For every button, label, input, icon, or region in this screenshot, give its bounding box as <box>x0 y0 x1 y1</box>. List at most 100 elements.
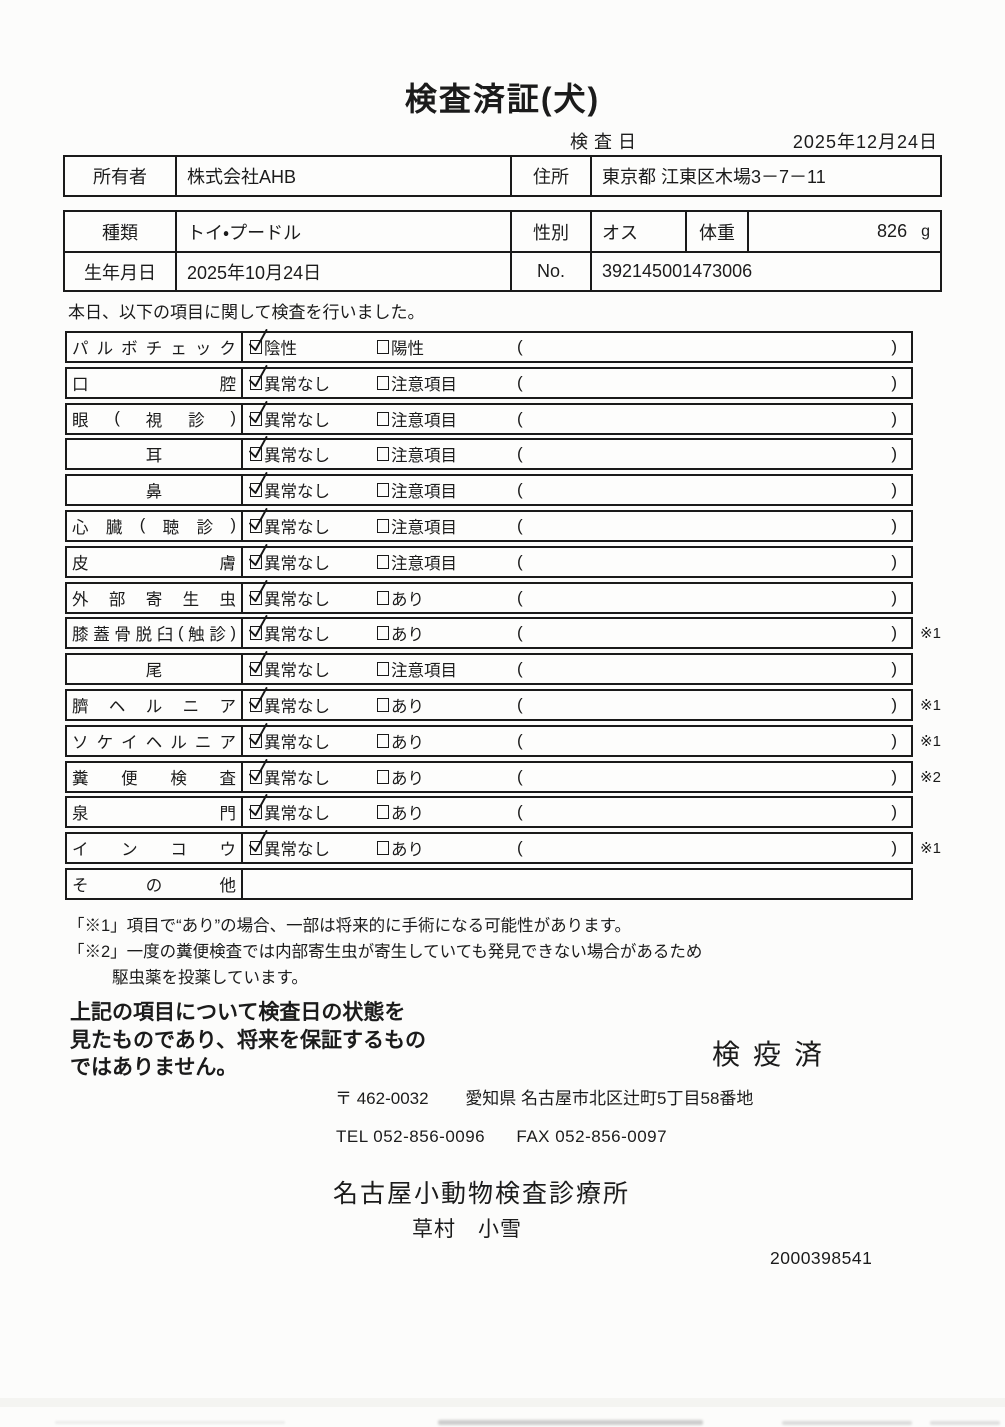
checklist-row: 尾 異常なし 注意項目 ( ) <box>65 651 941 686</box>
checkbox-checked <box>249 722 268 748</box>
checklist-row: 鼻 異常なし 注意項目 ( ) <box>65 472 941 507</box>
checkbox-unchecked <box>377 447 389 462</box>
address-value: 東京都 江東区木場3－7－11 <box>590 157 940 195</box>
footnote-ref: ※2 <box>920 768 941 786</box>
owner-table: 所有者 株式会社AHB 住所 東京都 江東区木場3－7－11 <box>63 155 942 197</box>
statement-line-3: ではありません。 <box>70 1056 238 1079</box>
checkbox-unchecked <box>377 554 389 569</box>
clinic-address-line: 〒 462-0032 愛知県 名古屋市北区辻町5丁目58番地 <box>335 1084 753 1109</box>
breed-value: トイ・プードル <box>175 212 510 251</box>
option-attention: あり <box>377 800 424 824</box>
clinic-address: 愛知県 名古屋市北区辻町5丁目58番地 <box>465 1089 754 1108</box>
item-options: 陰性 陽性 ( ) <box>243 329 911 361</box>
option-attention: 注意項目 <box>377 514 457 538</box>
checkmark-icon <box>249 794 268 817</box>
item-options: 異常なし 注意項目 ( ) <box>243 472 911 504</box>
checklist-row-box: 眼(視診) 異常なし 注意項目 ( <box>65 400 913 435</box>
remark-paren-open: ( <box>517 623 523 643</box>
checklist-table: パルボチェック 陰性 陽性 ( ) <box>65 329 941 904</box>
checkmark-icon <box>249 651 268 674</box>
remark-paren-open: ( <box>517 587 523 607</box>
scan-smudge <box>55 1421 285 1424</box>
checkbox-checked <box>249 758 268 784</box>
checkbox-checked <box>249 651 268 677</box>
checkbox-checked <box>249 436 268 462</box>
no-label: No. <box>510 251 590 290</box>
page-title: 検査済証(犬) <box>404 81 601 117</box>
clinic-tel-line: TEL 052-856-0096 FAX 052-856-0097 <box>336 1127 667 1147</box>
remark-paren-close: ) <box>891 587 897 607</box>
checklist-row-box: 糞便検査 異常なし あり ( ) <box>65 758 913 793</box>
option2-label: 注意項目 <box>391 447 457 466</box>
item-options: 異常なし 注意項目 ( ) <box>243 400 911 433</box>
address-label: 住所 <box>510 157 590 195</box>
option-normal: 異常なし <box>249 794 330 824</box>
option2-label: あり <box>391 697 424 716</box>
checkbox-checked <box>249 472 268 498</box>
owner-label: 所有者 <box>93 167 147 187</box>
option2-label: 注意項目 <box>391 554 457 573</box>
option1-label: 異常なし <box>264 483 330 502</box>
option-normal: 異常なし <box>249 651 330 681</box>
checklist-row-box: パルボチェック 陰性 陽性 ( ) <box>65 329 913 363</box>
checkbox-unchecked <box>377 483 389 498</box>
checkbox-unchecked <box>377 518 389 533</box>
checkmark-icon <box>249 579 268 602</box>
checklist-row: 眼(視診) 異常なし 注意項目 ( <box>65 400 941 435</box>
option-normal: 異常なし <box>249 722 330 753</box>
item-label: 尾 <box>67 655 243 684</box>
checkbox-checked <box>249 364 268 390</box>
option2-label: あり <box>391 841 424 860</box>
item-label: 口腔 <box>67 368 243 397</box>
option-normal: 異常なし <box>249 436 330 466</box>
item-label: その他 <box>67 869 243 898</box>
item-label: パルボチェック <box>67 333 243 361</box>
checkmark-icon <box>249 329 268 351</box>
checkmark-icon <box>249 364 268 387</box>
item-label: ソケイヘルニア <box>67 726 243 755</box>
checkbox-unchecked <box>377 340 389 354</box>
option-attention: あり <box>377 836 424 860</box>
remark-paren-open: ( <box>517 408 523 428</box>
option1-label: 異常なし <box>264 662 330 681</box>
checklist-row: パルボチェック 陰性 陽性 ( ) <box>65 329 941 363</box>
option-normal: 異常なし <box>249 543 330 574</box>
option-normal: 異常なし <box>249 364 330 395</box>
checklist-row-box: 鼻 異常なし 注意項目 ( ) <box>65 472 913 507</box>
option-attention: 注意項目 <box>377 442 457 466</box>
remark-paren-open: ( <box>517 551 523 571</box>
item-label: 耳 <box>67 440 243 469</box>
checklist-row: 心臓(聴診) 異常なし 注意項目 ( <box>65 508 941 542</box>
item-options: 異常なし 注意項目 ( ) <box>243 364 911 397</box>
checklist-row: 皮膚 異常なし 注意項目 ( ) <box>65 543 941 578</box>
footnotes-block: 「※1」項目で“あり”の場合、一部は将来的に手術になる可能性があります。 「※2… <box>68 913 702 991</box>
weight-value: 826 g <box>747 212 940 251</box>
checkbox-checked <box>249 543 268 569</box>
item-label: 膝蓋骨脱臼(触診) <box>67 619 243 648</box>
checkmark-icon <box>249 687 268 709</box>
remark-paren-close: ) <box>891 372 897 392</box>
checkmark-icon <box>249 436 268 459</box>
item-options: 異常なし あり ( ) <box>243 687 911 719</box>
item-options: 異常なし 注意項目 ( ) <box>243 508 911 540</box>
checkbox-unchecked <box>377 805 389 820</box>
item-label: 心臓(聴診) <box>67 511 243 540</box>
option2-label: あり <box>391 626 424 645</box>
remark-paren-close: ) <box>891 480 897 500</box>
option-attention: あり <box>377 693 424 717</box>
option-attention: あり <box>377 765 424 789</box>
option-attention: 注意項目 <box>377 371 457 395</box>
checkbox-unchecked <box>377 697 389 712</box>
inspection-date-row: 検査日 2025年12月24日 <box>65 128 940 152</box>
item-options <box>243 870 911 898</box>
checklist-row: 耳 異常なし 注意項目 ( ) <box>65 436 941 471</box>
checklist-row: インコウ 異常なし あり ( ) <box>65 830 941 865</box>
option-normal: 陰性 <box>249 329 297 359</box>
remark-paren-close: ) <box>891 730 897 750</box>
quarantine-stamp: 検疫済 <box>712 1039 836 1070</box>
scan-smudge <box>438 1420 703 1425</box>
inspection-date-value: 2025年12月24日 <box>792 132 938 152</box>
option1-label: 異常なし <box>264 411 330 430</box>
option-attention: 注意項目 <box>377 657 457 681</box>
checkmark-icon <box>249 543 268 566</box>
